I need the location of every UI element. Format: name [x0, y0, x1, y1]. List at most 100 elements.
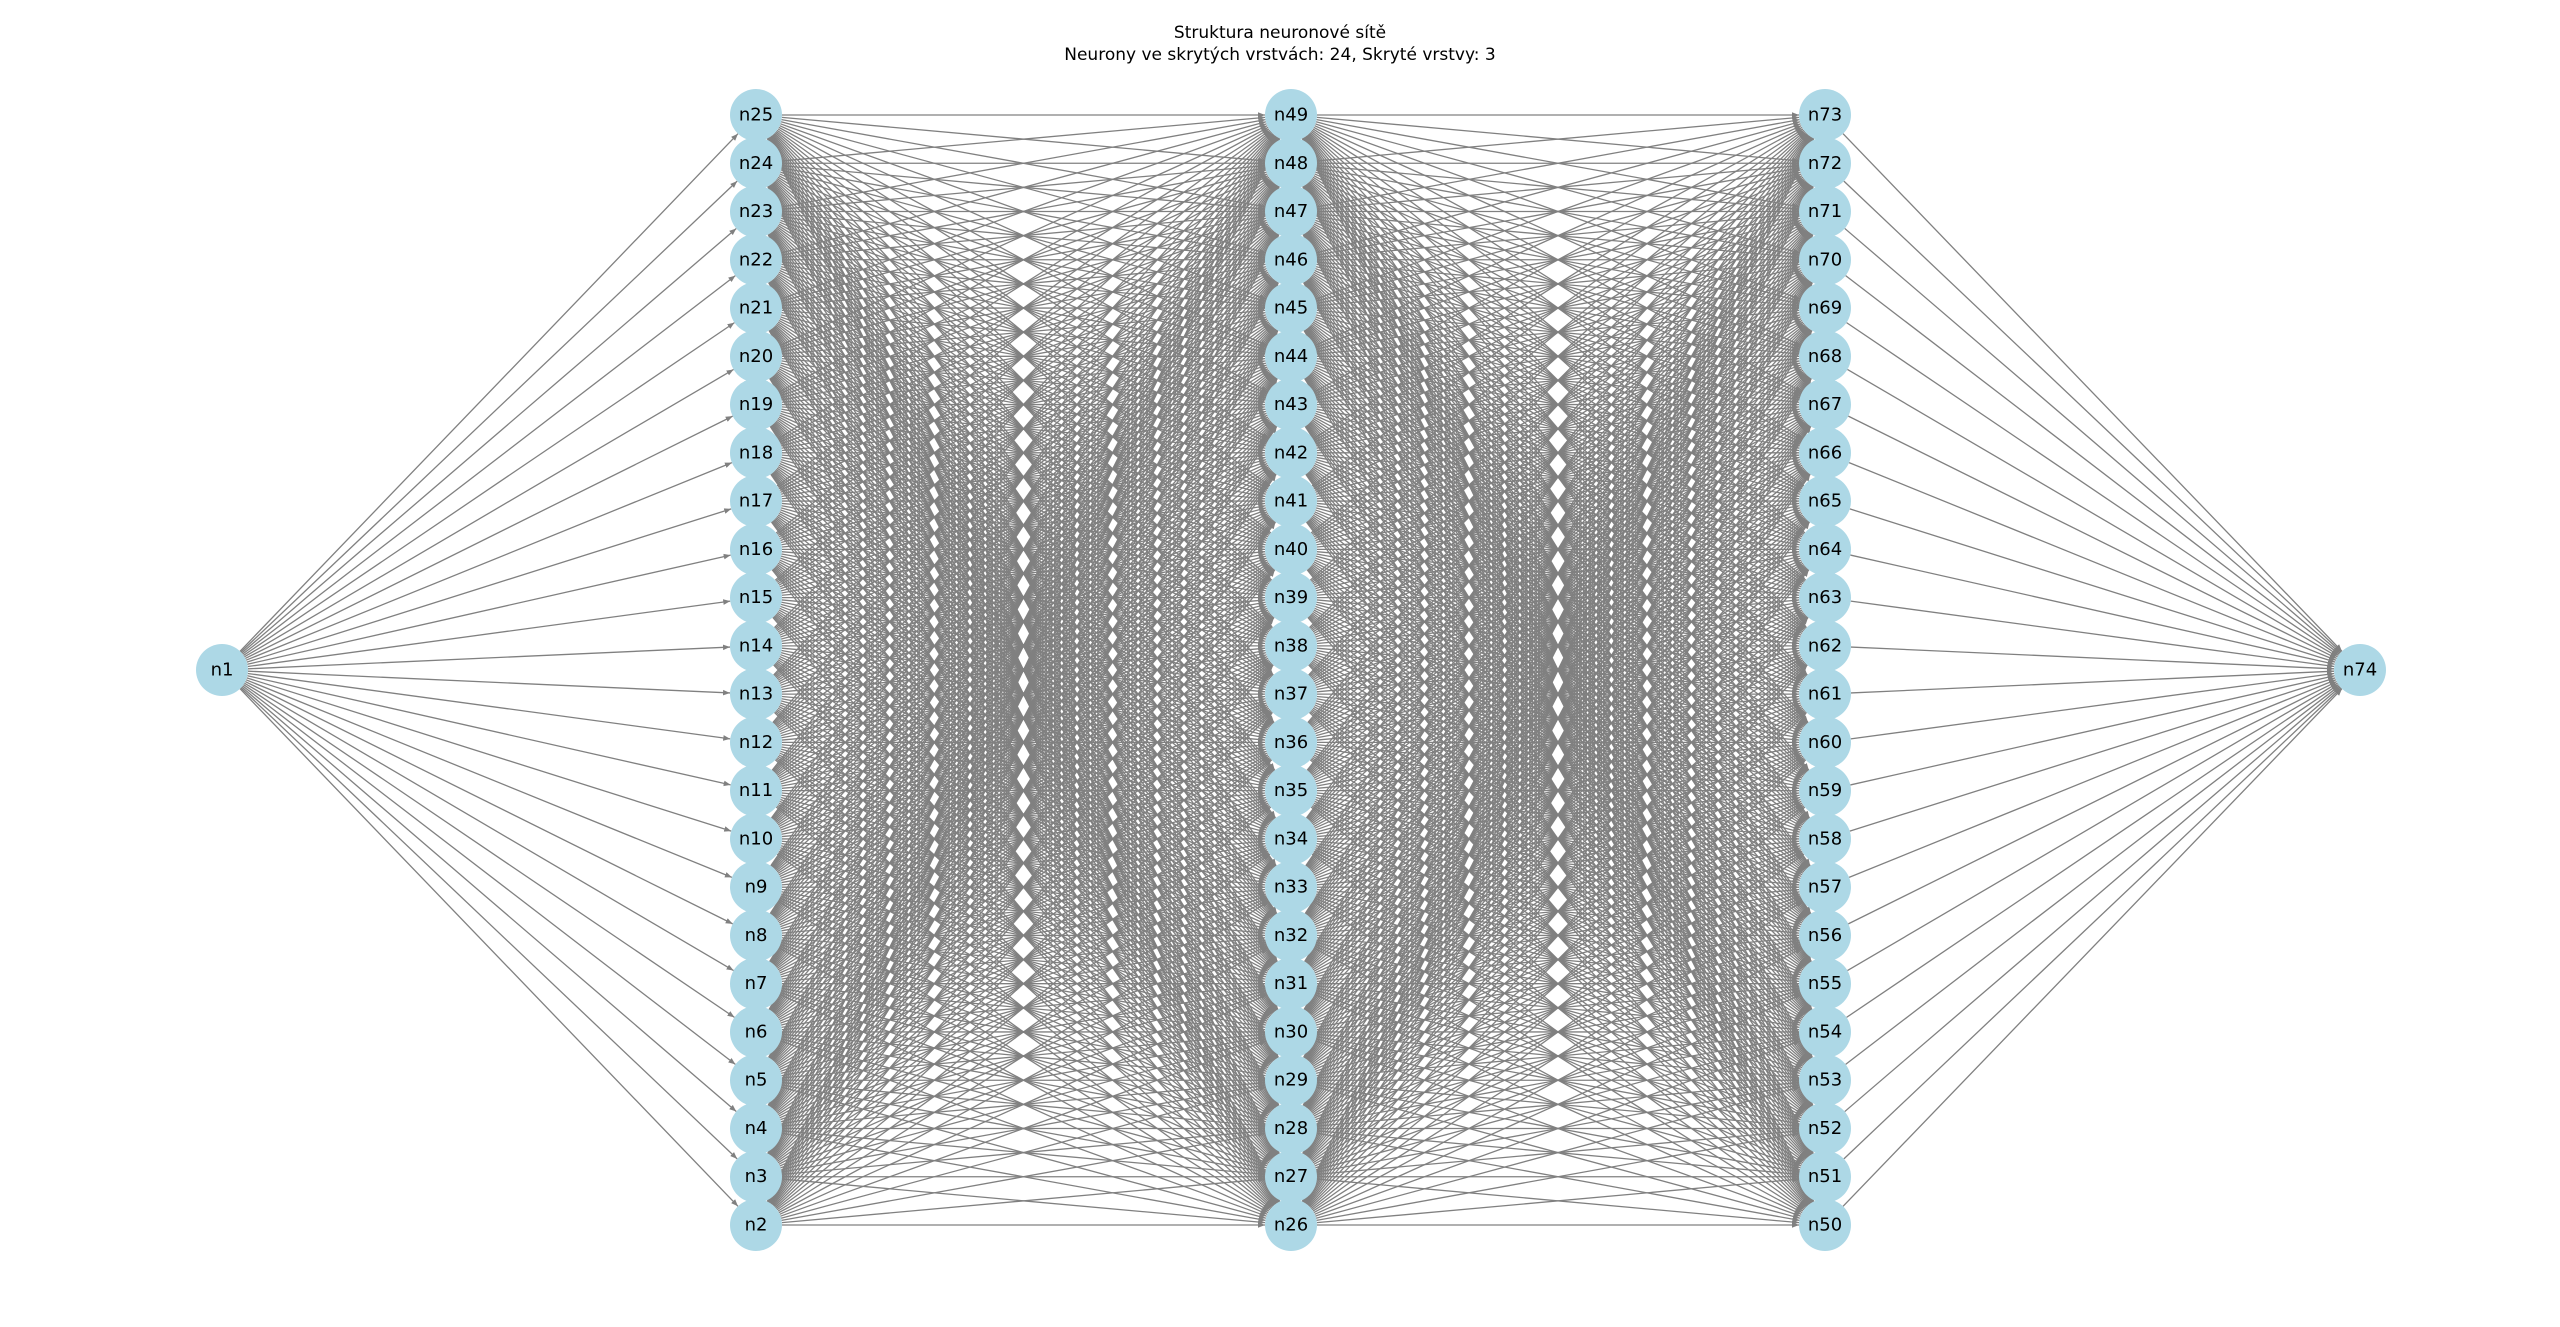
- edge-n64-n74: [1850, 554, 2335, 666]
- edge-n40-n73: [1310, 130, 1806, 534]
- edge-n34-n73: [1305, 135, 1811, 819]
- node-n3: n3: [730, 1150, 782, 1203]
- node-n35: n35: [1265, 764, 1317, 817]
- node-circle: [1265, 909, 1317, 962]
- edge-n33-n73: [1305, 136, 1811, 867]
- node-label: n23: [739, 201, 773, 222]
- edge-n43-n73: [1313, 126, 1803, 393]
- node-circle: [730, 1150, 782, 1203]
- node-label: n42: [1274, 442, 1308, 463]
- edge-n45-n73: [1315, 123, 1801, 300]
- node-circle: [1799, 861, 1851, 914]
- node-label: n30: [1274, 1021, 1308, 1042]
- node-circle: [730, 1005, 782, 1058]
- edge-n1-n13: [247, 670, 731, 696]
- edge-n1-n2: [239, 688, 739, 1207]
- edge-n3-n49: [767, 137, 1280, 1154]
- edge-n57-n74: [1848, 679, 2337, 878]
- edge-n70-n74: [1845, 275, 2340, 655]
- edge-n66-n74: [1848, 462, 2337, 661]
- node-label: n28: [1274, 1118, 1308, 1139]
- node-circle: [1265, 1102, 1317, 1155]
- edge-n2-n39: [772, 616, 1275, 1206]
- node-n61: n61: [1799, 668, 1851, 721]
- node-label: n34: [1274, 828, 1308, 849]
- node-label: n73: [1808, 105, 1842, 126]
- edge-n17-n49: [776, 129, 1271, 487]
- node-n18: n18: [730, 426, 782, 479]
- nodes-group: n1 n25 n24 n23 n22 n21 n20 n19 n18 n17 n16 n15 n14 n1…: [196, 89, 2386, 1251]
- node-circle: [1265, 668, 1317, 721]
- node-n7: n7: [730, 957, 782, 1010]
- node-n10: n10: [730, 812, 782, 865]
- node-n41: n41: [1265, 475, 1317, 528]
- node-circle: [730, 1102, 782, 1155]
- edge-n26-n68: [1304, 378, 1812, 1204]
- node-circle: [1265, 764, 1317, 817]
- edge-n2-n41: [770, 521, 1277, 1205]
- edge-n50-n74: [1842, 688, 2343, 1207]
- node-n4: n4: [730, 1102, 782, 1155]
- node-circle: [1799, 282, 1851, 335]
- node-label: n54: [1808, 1021, 1842, 1042]
- edge-n1-n22: [242, 275, 736, 655]
- node-circle: [1799, 716, 1851, 769]
- node-n67: n67: [1799, 378, 1851, 431]
- node-n16: n16: [730, 523, 782, 576]
- edge-n63-n74: [1850, 600, 2335, 669]
- node-n70: n70: [1799, 233, 1851, 286]
- node-n63: n63: [1799, 571, 1851, 624]
- edge-n54-n74: [1846, 684, 2339, 1018]
- edge-n6-n49: [768, 137, 1279, 1010]
- node-circle: [1799, 523, 1851, 576]
- node-circle: [1265, 957, 1317, 1010]
- edge-n48-n73: [1316, 115, 1800, 162]
- node-n58: n58: [1799, 812, 1851, 865]
- node-circle: [1265, 716, 1317, 769]
- node-n15: n15: [730, 571, 782, 624]
- node-circle: [730, 957, 782, 1010]
- node-circle: [730, 185, 782, 238]
- node-label: n39: [1274, 587, 1308, 608]
- node-label: n63: [1808, 587, 1842, 608]
- node-circle: [1799, 185, 1851, 238]
- edge-n26-n56: [1313, 947, 1803, 1214]
- edge-n19-n49: [778, 126, 1269, 393]
- node-label: n38: [1274, 635, 1308, 656]
- edge-n1-n18: [245, 462, 733, 661]
- node-label: n50: [1808, 1215, 1842, 1236]
- edge-n8-n49: [769, 136, 1278, 915]
- edge-n26-n71: [1302, 234, 1814, 1203]
- title-line-1: Struktura neuronové sítě: [1173, 23, 1387, 43]
- edge-n1-n8: [244, 680, 734, 925]
- node-label: n2: [745, 1215, 768, 1236]
- node-circle: [730, 282, 782, 335]
- edge-n26-n64: [1306, 569, 1810, 1206]
- node-n57: n57: [1799, 861, 1851, 914]
- edge-n26-n54: [1315, 1040, 1801, 1217]
- node-label: n37: [1274, 684, 1308, 705]
- node-circle: [1799, 909, 1851, 962]
- node-label: n32: [1274, 925, 1308, 946]
- node-label: n68: [1808, 346, 1842, 367]
- node-label: n10: [739, 828, 773, 849]
- node-label: n17: [739, 491, 773, 512]
- node-circle: [730, 861, 782, 914]
- node-n46: n46: [1265, 233, 1317, 286]
- figure-title: Struktura neuronové sítě Neurony ve skry…: [0, 22, 2560, 66]
- node-label: n15: [739, 587, 773, 608]
- edge-n32-n73: [1304, 136, 1812, 914]
- edge-n27-n73: [1302, 137, 1814, 1154]
- edge-n4-n49: [767, 137, 1280, 1106]
- edge-n26-n69: [1303, 330, 1813, 1203]
- edge-n2-n33: [777, 900, 1270, 1212]
- node-label: n6: [745, 1021, 768, 1042]
- node-label: n7: [745, 973, 768, 994]
- node-circle: [1799, 957, 1851, 1010]
- edge-n72-n74: [1843, 180, 2342, 653]
- node-label: n26: [1274, 1215, 1308, 1236]
- edge-n58-n74: [1849, 677, 2336, 832]
- node-label: n62: [1808, 635, 1842, 656]
- node-circle: [1799, 378, 1851, 431]
